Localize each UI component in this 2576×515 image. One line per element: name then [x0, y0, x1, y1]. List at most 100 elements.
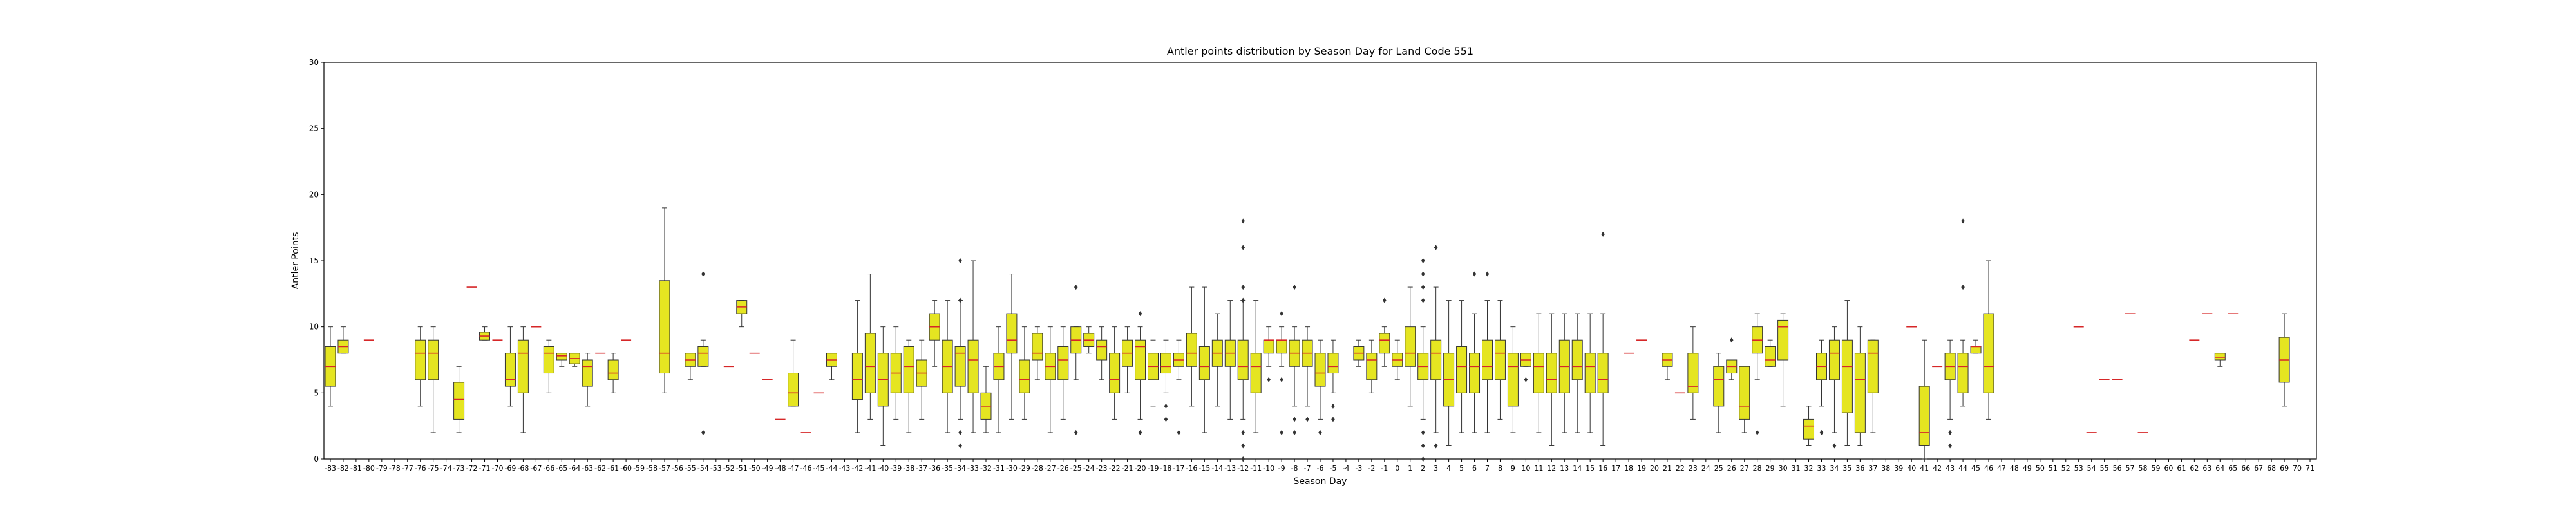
box: [1765, 346, 1776, 367]
x-tick-label: -13: [1224, 464, 1236, 473]
x-tick-label: 29: [1766, 464, 1775, 473]
x-tick-label: -2: [1368, 464, 1375, 473]
x-tick-label: 61: [2177, 464, 2186, 473]
box: [1739, 366, 1750, 420]
x-tick-label: 38: [1881, 464, 1890, 473]
flier-point: [958, 429, 962, 435]
x-tick-label: 10: [1521, 464, 1530, 473]
x-tick-label: 2: [1421, 464, 1425, 473]
box: [954, 346, 966, 387]
flier-point: [1421, 285, 1425, 290]
box: [1970, 346, 1982, 354]
x-tick-label: -60: [620, 464, 632, 473]
x-tick-label: 65: [2228, 464, 2237, 473]
flier-point: [1524, 377, 1528, 382]
x-tick-label: 27: [1740, 464, 1749, 473]
x-tick-label: 19: [1637, 464, 1646, 473]
box: [582, 359, 593, 387]
x-tick-label: -71: [479, 464, 491, 473]
x-tick-label: -48: [775, 464, 786, 473]
x-tick-label: -33: [967, 464, 979, 473]
x-tick-label: -66: [543, 464, 554, 473]
x-tick-label: -79: [376, 464, 388, 473]
flier-point: [1177, 429, 1181, 435]
x-tick-label: -16: [1186, 464, 1197, 473]
x-tick-label: 18: [1624, 464, 1633, 473]
x-tick-label: 36: [1855, 464, 1864, 473]
box: [1983, 313, 1994, 393]
flier-point: [1729, 337, 1734, 343]
x-tick-label: -1: [1381, 464, 1388, 473]
x-tick-label: -65: [556, 464, 567, 473]
x-tick-label: 56: [2113, 464, 2122, 473]
box: [697, 346, 709, 367]
flier-point: [1241, 443, 1245, 449]
box: [1327, 353, 1339, 374]
flier-point: [1421, 297, 1425, 303]
box: [504, 353, 516, 387]
flier-point: [1164, 403, 1168, 409]
x-tick-label: -20: [1135, 464, 1146, 473]
box: [1533, 353, 1544, 393]
x-tick-label: 3: [1434, 464, 1438, 473]
x-tick-label: 50: [2036, 464, 2045, 473]
flier-point: [1948, 429, 1952, 435]
x-tick-label: 21: [1663, 464, 1672, 473]
x-tick-label: 47: [1997, 464, 2006, 473]
chart-title: Antler points distribution by Season Day…: [1167, 45, 1473, 57]
x-tick-label: -37: [916, 464, 927, 473]
x-tick-label: -43: [838, 464, 850, 473]
x-tick-label: -53: [710, 464, 722, 473]
x-tick-label: -36: [929, 464, 940, 473]
x-tick-label: -81: [350, 464, 362, 473]
x-tick-label: 60: [2164, 464, 2173, 473]
x-tick-label: -76: [415, 464, 426, 473]
flier-point: [1421, 271, 1425, 277]
x-tick-label: -7: [1304, 464, 1311, 473]
flier-point: [1601, 231, 1605, 237]
x-tick-label: -3: [1355, 464, 1362, 473]
box: [659, 280, 670, 374]
box: [1841, 339, 1853, 413]
x-tick-label: 8: [1498, 464, 1502, 473]
box: [864, 333, 876, 393]
x-tick-label: 31: [1792, 464, 1801, 473]
x-tick-label: -73: [453, 464, 465, 473]
x-tick-label: 24: [1701, 464, 1710, 473]
flier-point: [1434, 245, 1438, 250]
flier-point: [1318, 429, 1322, 435]
x-tick-label: -64: [569, 464, 580, 473]
flier-point: [1421, 258, 1425, 263]
box: [1494, 339, 1506, 380]
x-tick-label: -14: [1211, 464, 1223, 473]
x-tick-label: 46: [1984, 464, 1993, 473]
x-tick-label: 43: [1946, 464, 1955, 473]
x-tick-label: 9: [1511, 464, 1515, 473]
x-tick-label: -52: [723, 464, 735, 473]
x-tick-label: 69: [2280, 464, 2289, 473]
x-tick-label: -77: [402, 464, 413, 473]
y-tick-label: 0: [314, 454, 319, 464]
x-tick-label: 64: [2215, 464, 2224, 473]
box: [1918, 386, 1930, 446]
flier-point: [1819, 429, 1824, 435]
x-tick-label: -17: [1173, 464, 1184, 473]
box: [1713, 366, 1725, 407]
x-tick-label: 33: [1817, 464, 1826, 473]
x-tick-label: 53: [2074, 464, 2083, 473]
x-tick-label: -72: [466, 464, 478, 473]
x-tick-label: -51: [736, 464, 748, 473]
x-tick-label: -55: [685, 464, 696, 473]
flier-point: [1472, 271, 1477, 277]
x-tick-label: 23: [1689, 464, 1698, 473]
box: [1957, 353, 1969, 393]
x-tick-label: -83: [325, 464, 336, 473]
flier-point: [1241, 245, 1245, 250]
box: [543, 346, 554, 374]
x-tick-label: 15: [1586, 464, 1595, 473]
x-tick-label: -58: [646, 464, 658, 473]
box: [1096, 339, 1108, 360]
box: [1803, 418, 1815, 440]
x-tick-label: -68: [517, 464, 529, 473]
